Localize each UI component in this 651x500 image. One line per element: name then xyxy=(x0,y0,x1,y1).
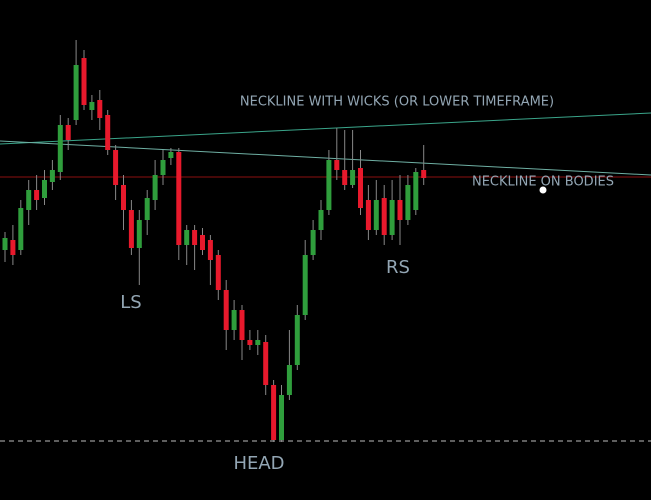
candle-body xyxy=(334,160,340,170)
candle-body xyxy=(421,170,427,178)
candle-body xyxy=(326,160,332,210)
candle-body xyxy=(397,200,403,220)
candle-body xyxy=(81,58,87,105)
candle-body xyxy=(200,235,205,250)
candle-body xyxy=(350,170,356,185)
candle-body xyxy=(57,125,63,172)
candle-body xyxy=(128,210,134,248)
candle-body xyxy=(97,100,103,118)
candle-body xyxy=(34,190,40,200)
candle-body xyxy=(310,230,316,255)
candle-body xyxy=(136,220,142,248)
candle-body xyxy=(342,170,348,185)
marker-dot xyxy=(539,186,547,194)
candle-body xyxy=(49,170,55,182)
candle-body xyxy=(215,255,221,290)
candle-body xyxy=(286,365,292,395)
annotation: RS xyxy=(386,257,410,278)
candle-body xyxy=(10,240,16,255)
candle-body xyxy=(160,160,166,175)
candle-body xyxy=(184,230,190,245)
candle-body xyxy=(365,200,371,230)
annotation: NECKLINE WITH WICKS (OR LOWER TIMEFRAME) xyxy=(240,95,554,110)
annotation: HEAD xyxy=(233,453,284,474)
candle-body xyxy=(247,340,253,345)
candle-body xyxy=(279,395,284,440)
candle-body xyxy=(105,115,111,150)
candle-body xyxy=(263,342,269,385)
candle-body xyxy=(73,65,79,120)
candle-body xyxy=(42,180,47,198)
candle-body xyxy=(302,255,308,315)
candle-body xyxy=(239,310,245,340)
candle-body xyxy=(176,152,182,245)
candle-body xyxy=(113,150,119,185)
candle-body xyxy=(192,230,198,245)
neckline-bodies xyxy=(0,140,651,176)
candle-body xyxy=(318,210,324,230)
candle-body xyxy=(121,185,126,210)
candle-body xyxy=(405,185,411,220)
candle-body xyxy=(223,290,229,330)
candle-body xyxy=(65,125,71,140)
candle-body xyxy=(381,198,387,235)
candle-body xyxy=(18,208,24,250)
candle-body xyxy=(358,168,363,208)
candle-body xyxy=(207,240,213,260)
candle-body xyxy=(255,340,261,345)
annotation: LS xyxy=(120,292,141,313)
candle-body xyxy=(2,238,8,250)
candle-body xyxy=(413,172,419,210)
annotation: NECKLINE ON BODIES xyxy=(472,175,614,190)
candle-body xyxy=(271,385,277,440)
candle-body xyxy=(168,152,174,158)
candle-body xyxy=(152,175,158,200)
candle-body xyxy=(231,310,237,330)
candle-body xyxy=(389,200,395,235)
candle-body xyxy=(89,102,95,110)
candle-body xyxy=(144,198,150,220)
candle-body xyxy=(373,200,379,230)
candle-body xyxy=(26,190,32,210)
candle-body xyxy=(294,315,300,365)
